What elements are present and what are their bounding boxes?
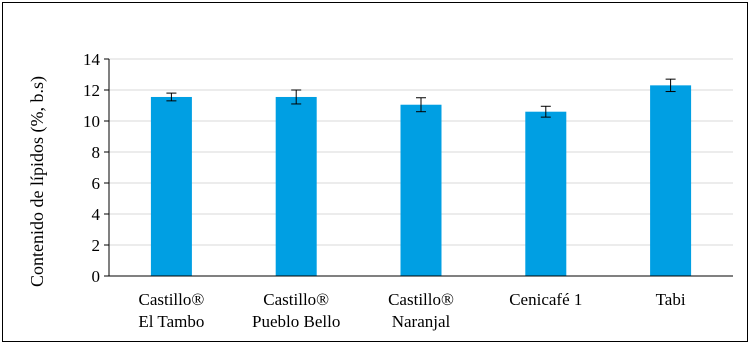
bar — [400, 104, 442, 276]
x-category-label-line: Castillo® — [388, 290, 454, 309]
x-category-label: Castillo® Pueblo Bello — [252, 290, 340, 331]
y-tick-label: 8 — [92, 143, 101, 162]
y-axis-title: Contenido de lípidos (%, b.s) — [27, 76, 48, 287]
y-tick-label: 12 — [83, 81, 100, 100]
bar — [525, 111, 567, 276]
y-tick-label: 4 — [92, 205, 101, 224]
x-category-label-line: El Tambo — [138, 312, 204, 331]
bar-chart: 0 2 4 6 8 10 12 14 Castillo® El Tambo Castillo® Pue… — [27, 50, 733, 331]
y-tick-label: 10 — [83, 112, 100, 131]
bar — [650, 85, 692, 276]
x-category-label-line: Cenicafé 1 — [509, 290, 582, 309]
x-category-label-line: Pueblo Bello — [252, 312, 340, 331]
x-category-label: Castillo® Naranjal — [388, 290, 454, 331]
x-category-label-line: Castillo® — [263, 290, 329, 309]
x-category-label: Tabi — [656, 290, 686, 309]
x-category-label-line: Naranjal — [392, 312, 451, 331]
x-category-label: Cenicafé 1 — [509, 290, 582, 309]
bar — [150, 96, 192, 276]
y-tick-label: 0 — [92, 267, 101, 286]
bar — [275, 96, 317, 276]
axis-layer — [104, 58, 733, 277]
x-category-label-line: Castillo® — [138, 290, 204, 309]
x-category-label: Castillo® El Tambo — [138, 290, 204, 331]
x-category-label-line: Tabi — [656, 290, 686, 309]
bar-layer — [150, 78, 692, 276]
label-layer: 0 2 4 6 8 10 12 14 Castillo® El Tambo Castillo® Pue… — [83, 50, 686, 331]
y-tick-label: 2 — [92, 236, 101, 255]
y-tick-label: 14 — [83, 50, 101, 69]
y-tick-label: 6 — [92, 174, 101, 193]
